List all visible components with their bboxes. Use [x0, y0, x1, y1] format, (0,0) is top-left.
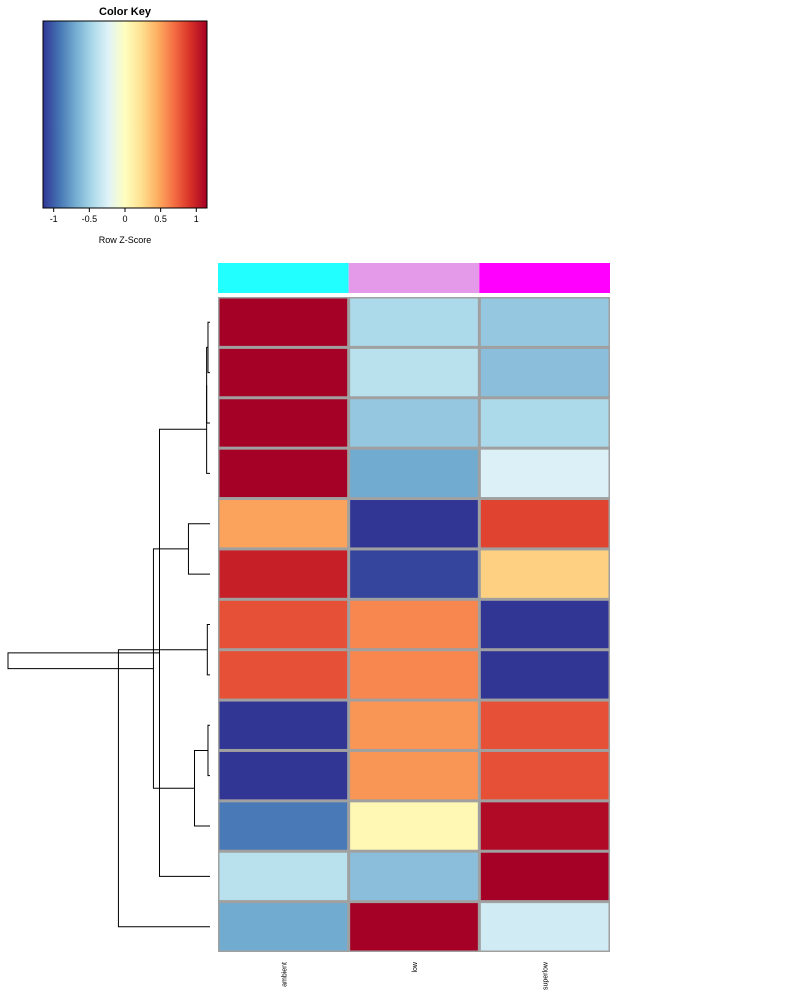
column-side-color-ambient: [218, 263, 349, 293]
color-key: Color Key -1 -0.5 0 0.5 1 Row Z-Score: [42, 6, 208, 245]
heatmap-cell: [350, 449, 478, 498]
heatmap-cell: [350, 500, 478, 548]
column-label-ambient: ambient: [281, 962, 288, 987]
dendrogram-branch: [206, 624, 210, 676]
heatmap-cell: [480, 802, 609, 850]
heatmap-cell: [480, 298, 609, 346]
heatmap-cell: [219, 903, 348, 951]
heatmap-cell: [219, 751, 348, 800]
heatmap-cell: [219, 600, 348, 649]
heatmap-cell: [219, 701, 348, 749]
dendrogram-branch: [207, 724, 210, 777]
dendrogram-branch: [206, 385, 210, 474]
heatmap-cell: [480, 751, 609, 800]
color-key-tick-label: 1: [194, 214, 199, 224]
heatmap-cell: [219, 651, 348, 699]
heatmap-cell: [219, 399, 348, 447]
heatmap-cell: [480, 651, 609, 699]
heatmap-cell: [219, 550, 348, 598]
dendrogram-branch: [207, 321, 210, 374]
heatmap-cell: [350, 399, 478, 447]
heatmap-cell: [219, 449, 348, 498]
color-key-gradient: [42, 20, 208, 209]
heatmap-cell: [480, 399, 609, 447]
column-label-low: low: [412, 961, 419, 972]
column-side-colors: [218, 263, 610, 293]
heatmap-cell: [480, 903, 609, 951]
color-key-ticks: -1 -0.5 0 0.5 1: [50, 208, 199, 224]
heatmap-cell: [219, 298, 348, 346]
heatmap-cell: [480, 852, 609, 901]
heatmap-cell: [219, 852, 348, 901]
dendrogram-branch: [117, 649, 210, 928]
color-key-tick-label: -0.5: [82, 214, 98, 224]
heatmap-cell: [480, 701, 609, 749]
color-key-tick-label: 0.5: [154, 214, 167, 224]
heatmap-cell: [350, 852, 478, 901]
heatmap-cell: [480, 500, 609, 548]
heatmap-cell: [350, 751, 478, 800]
dendrogram-branch: [7, 652, 160, 670]
heatmap-cell: [480, 550, 609, 598]
heatmap-cell: [219, 802, 348, 850]
heatmap-cells: [218, 297, 610, 952]
heatmap-cell: [350, 903, 478, 951]
heatmap-cell: [350, 651, 478, 699]
heatmap-cell: [480, 348, 609, 397]
color-key-xlabel: Row Z-Score: [99, 235, 152, 245]
heatmap-cell: [350, 802, 478, 850]
heatmap-cell: [350, 701, 478, 749]
heatmap-cell: [480, 600, 609, 649]
heatmap-cell: [219, 348, 348, 397]
dendrogram-branch: [187, 523, 210, 575]
heatmap-cell: [350, 600, 478, 649]
dendrogram-branch: [159, 428, 210, 877]
color-key-title: Color Key: [99, 6, 152, 18]
column-label-superlow: superlow: [543, 961, 550, 990]
row-dendrogram: [7, 321, 210, 928]
column-side-color-superlow: [479, 263, 610, 293]
heatmap-cell: [350, 348, 478, 397]
heatmap-cell: [219, 500, 348, 548]
color-key-tick-label: 0: [122, 214, 127, 224]
heatmap-cell: [350, 550, 478, 598]
column-side-color-low: [348, 263, 480, 293]
column-labels: ambient low superlow: [281, 961, 549, 990]
heatmap-cell: [350, 298, 478, 346]
heatmap-cell: [480, 449, 609, 498]
color-key-tick-label: -1: [50, 214, 58, 224]
